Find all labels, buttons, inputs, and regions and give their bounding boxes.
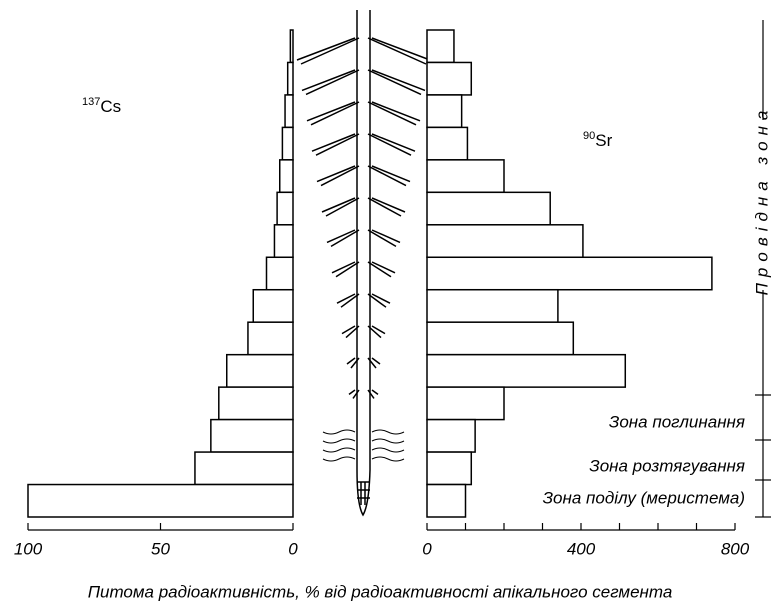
zone-label: Провідна зона: [752, 105, 771, 296]
lateral-root: [367, 261, 396, 278]
root-hair: [322, 456, 405, 462]
root-cap: [357, 481, 370, 505]
bar: [265, 256, 294, 291]
bar: [426, 418, 476, 453]
lateral-root: [348, 389, 360, 399]
zone-label: Зона розтягування: [589, 456, 745, 475]
x-tick-label: 0: [288, 539, 298, 558]
lateral-root: [336, 293, 360, 308]
x-tick-label: 50: [151, 539, 170, 558]
root-diagram: [296, 10, 431, 517]
isotope-symbol: Cs: [100, 97, 121, 116]
bar: [218, 386, 294, 421]
bar: [426, 191, 551, 226]
bar: [281, 126, 294, 161]
bar: [252, 288, 294, 323]
root-hair: [322, 438, 405, 444]
lateral-root: [346, 357, 360, 369]
bar: [27, 483, 294, 518]
bar: [426, 256, 713, 291]
x-tick-label: 400: [567, 539, 596, 558]
bar: [426, 451, 473, 486]
root-hair: [322, 429, 405, 435]
lateral-root: [306, 101, 360, 126]
isotope-symbol: Sr: [595, 131, 612, 150]
zone-label: Зона поглинання: [609, 412, 745, 431]
lateral-root: [367, 197, 406, 217]
isotope-mass: 137: [82, 96, 100, 108]
bar: [426, 386, 505, 421]
series-label: 90Sr: [583, 130, 613, 151]
lateral-root: [367, 293, 391, 308]
lateral-root: [367, 69, 426, 96]
lateral-root: [311, 133, 360, 156]
bar: [426, 224, 584, 259]
bar: [284, 94, 294, 129]
x-tick-label: 0: [422, 539, 432, 558]
x-tick-label: 800: [721, 539, 750, 558]
bar: [194, 451, 294, 486]
bar: [426, 288, 559, 323]
bar: [273, 224, 294, 259]
bar: [426, 94, 463, 129]
bar: [289, 29, 294, 64]
bar: [426, 321, 575, 356]
x-tick-label: 100: [14, 539, 43, 558]
lateral-root: [367, 37, 431, 65]
series-label: 137Cs: [82, 96, 121, 117]
bar: [226, 353, 294, 388]
lateral-root: [321, 197, 360, 217]
bar: [426, 126, 469, 161]
isotope-mass: 90: [583, 130, 595, 142]
lateral-root: [341, 325, 360, 339]
bar: [426, 353, 627, 388]
lateral-root: [367, 389, 379, 399]
bar: [426, 61, 473, 96]
bar: [426, 159, 505, 194]
lateral-root: [367, 165, 411, 187]
root-hair: [322, 447, 405, 453]
bar: [247, 321, 294, 356]
bar: [276, 191, 294, 226]
lateral-root: [301, 69, 360, 96]
bar: [279, 159, 294, 194]
lateral-root: [367, 101, 421, 126]
lateral-root: [316, 165, 360, 187]
lateral-root: [296, 37, 360, 65]
lateral-root: [331, 261, 360, 278]
bar: [426, 29, 455, 64]
x-axis-title: Питома радіоактивність, % від радіоактив…: [88, 582, 673, 601]
bar: [286, 61, 294, 96]
zone-label: Зона поділу (меристема): [543, 488, 745, 507]
bar: [210, 418, 294, 453]
lateral-root: [326, 229, 360, 248]
lateral-root: [367, 133, 416, 156]
lateral-root: [367, 357, 381, 369]
root-outline: [356, 10, 371, 517]
bar: [426, 483, 467, 518]
lateral-root: [367, 229, 401, 248]
zone-brackets: [755, 20, 771, 518]
lateral-root: [367, 325, 386, 339]
